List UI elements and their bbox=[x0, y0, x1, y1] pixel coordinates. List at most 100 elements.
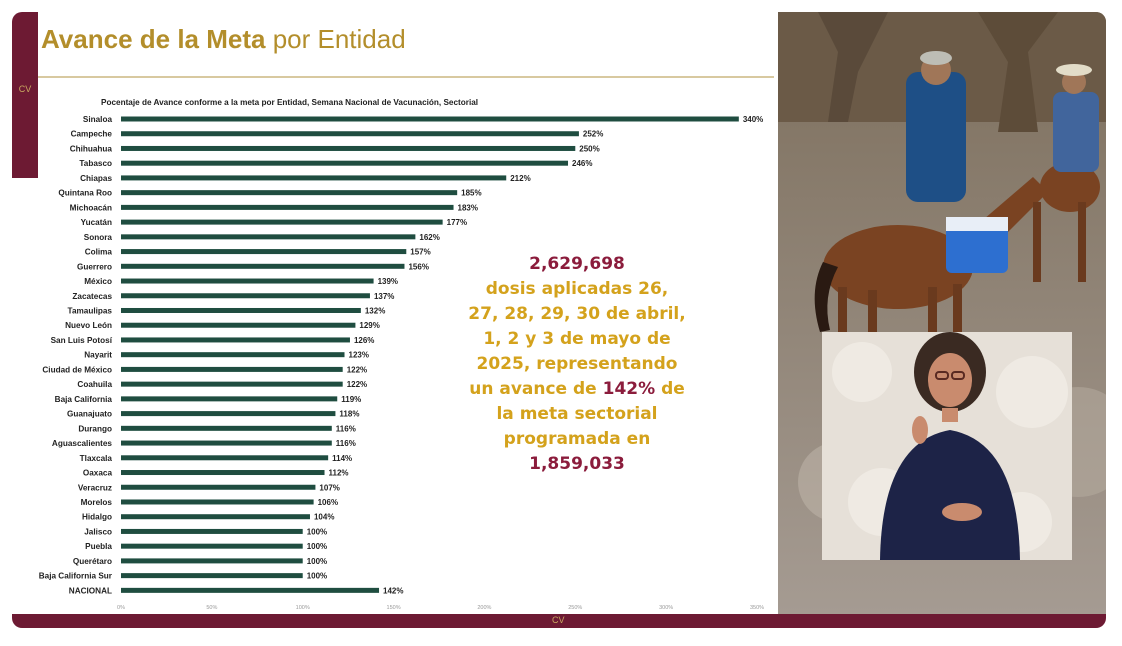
callout-line-8: programada en bbox=[503, 429, 651, 449]
footer-bar: CV bbox=[12, 614, 1106, 628]
category-label: Tamaulipas bbox=[68, 306, 113, 315]
value-label: 114% bbox=[332, 454, 352, 463]
value-label: 137% bbox=[374, 292, 394, 301]
value-label: 100% bbox=[307, 542, 327, 551]
sign-language-interpreter bbox=[822, 332, 1072, 560]
bar bbox=[121, 337, 350, 343]
x-tick-label: 200% bbox=[477, 605, 491, 611]
callout-line-5: 2025, representando bbox=[476, 354, 678, 374]
bar bbox=[121, 249, 407, 255]
bar bbox=[121, 278, 374, 284]
value-label: 246% bbox=[572, 159, 592, 168]
bar bbox=[121, 440, 332, 446]
bar-chart: Pocentaje de Avance conforme a la meta p… bbox=[39, 98, 764, 611]
bar bbox=[121, 366, 343, 372]
x-tick-label: 100% bbox=[296, 605, 310, 611]
category-label: Baja California Sur bbox=[39, 572, 113, 581]
value-label: 185% bbox=[461, 189, 481, 198]
bar bbox=[121, 204, 454, 210]
category-label: Sinaloa bbox=[83, 115, 113, 124]
value-label: 112% bbox=[329, 469, 349, 478]
value-label: 132% bbox=[365, 306, 385, 315]
bar bbox=[121, 455, 329, 461]
value-label: 107% bbox=[319, 483, 339, 492]
value-label: 142% bbox=[383, 586, 403, 595]
callout-total-doses: 2,629,698 bbox=[529, 254, 625, 274]
value-label: 104% bbox=[314, 513, 334, 522]
chart-title: Pocentaje de Avance conforme a la meta p… bbox=[101, 98, 478, 107]
bar bbox=[121, 190, 458, 196]
bar bbox=[121, 514, 310, 520]
x-tick-label: 0% bbox=[117, 605, 125, 611]
category-label: Jalisco bbox=[84, 527, 112, 536]
bar bbox=[121, 411, 336, 417]
callout-line-7: la meta sectorial bbox=[496, 404, 658, 424]
category-label: Durango bbox=[78, 424, 112, 433]
category-label: Hidalgo bbox=[82, 513, 112, 522]
category-label: Aguascalientes bbox=[52, 439, 113, 448]
bar bbox=[121, 381, 343, 387]
category-label: Baja California bbox=[55, 395, 113, 404]
value-label: 212% bbox=[510, 174, 530, 183]
footer-label: CV bbox=[552, 615, 565, 625]
value-label: 122% bbox=[347, 380, 367, 389]
side-tab-text: CV bbox=[19, 84, 32, 94]
category-label: Campeche bbox=[71, 130, 113, 139]
value-label: 250% bbox=[579, 144, 599, 153]
value-label: 252% bbox=[583, 130, 603, 139]
category-label: Nayarit bbox=[84, 351, 112, 360]
bar bbox=[121, 484, 316, 490]
bar bbox=[121, 587, 380, 593]
bar bbox=[121, 543, 303, 549]
bar bbox=[121, 219, 443, 225]
slide: CV Avance de la Meta por Entidad Pocenta… bbox=[12, 12, 1106, 628]
title-divider bbox=[38, 76, 774, 78]
x-tick-label: 350% bbox=[750, 605, 764, 611]
page-title: Avance de la Meta por Entidad bbox=[41, 24, 406, 55]
value-label: 177% bbox=[447, 218, 467, 227]
x-tick-label: 300% bbox=[659, 605, 673, 611]
bar bbox=[121, 573, 303, 579]
category-label: Tabasco bbox=[79, 159, 112, 168]
category-label: Querétaro bbox=[73, 557, 112, 566]
callout-line-2: dosis aplicadas 26, bbox=[485, 279, 669, 299]
bar bbox=[121, 499, 314, 505]
bar bbox=[121, 293, 370, 299]
category-label: Quintana Roo bbox=[58, 189, 112, 198]
bar bbox=[121, 425, 332, 431]
chart-panel: CV Avance de la Meta por Entidad Pocenta… bbox=[12, 12, 776, 614]
value-label: 340% bbox=[743, 115, 763, 124]
category-label: Michoacán bbox=[70, 203, 112, 212]
bars-group: Sinaloa 340% Campeche 252% Chihuahua 250% Taba… bbox=[39, 115, 764, 595]
category-label: Oaxaca bbox=[83, 469, 113, 478]
category-label: Nuevo León bbox=[65, 321, 112, 330]
value-label: 183% bbox=[458, 203, 478, 212]
value-label: 139% bbox=[378, 277, 398, 286]
x-axis: 0% 50% 100% 150% 200% 250% 300% 350% bbox=[117, 605, 764, 611]
value-label: 129% bbox=[359, 321, 379, 330]
value-label: 116% bbox=[336, 439, 356, 448]
video-panel bbox=[778, 12, 1106, 614]
bar bbox=[121, 160, 569, 166]
bar bbox=[121, 558, 303, 564]
value-label: 123% bbox=[349, 351, 369, 360]
bar bbox=[121, 307, 361, 313]
value-label: 106% bbox=[318, 498, 338, 507]
value-label: 119% bbox=[341, 395, 361, 404]
callout-line-6-pre: un avance de bbox=[469, 379, 603, 399]
bar bbox=[121, 470, 325, 476]
value-label: 126% bbox=[354, 336, 374, 345]
callout-goal-doses: 1,859,033 bbox=[529, 454, 625, 474]
category-label: Yucatán bbox=[81, 218, 112, 227]
category-label: Tlaxcala bbox=[80, 454, 113, 463]
callout-line-3: 27, 28, 29, 30 de abril, bbox=[468, 304, 686, 324]
bar bbox=[121, 116, 739, 122]
category-label: Zacatecas bbox=[72, 292, 112, 301]
bar bbox=[121, 145, 576, 151]
value-label: 100% bbox=[307, 527, 327, 536]
summary-callout: 2,629,698 dosis aplicadas 26, 27, 28, 29… bbox=[452, 252, 702, 477]
side-tab-label: CV bbox=[19, 84, 32, 94]
bar bbox=[121, 528, 303, 534]
category-label: Coahuila bbox=[77, 380, 112, 389]
value-label: 156% bbox=[408, 262, 428, 271]
